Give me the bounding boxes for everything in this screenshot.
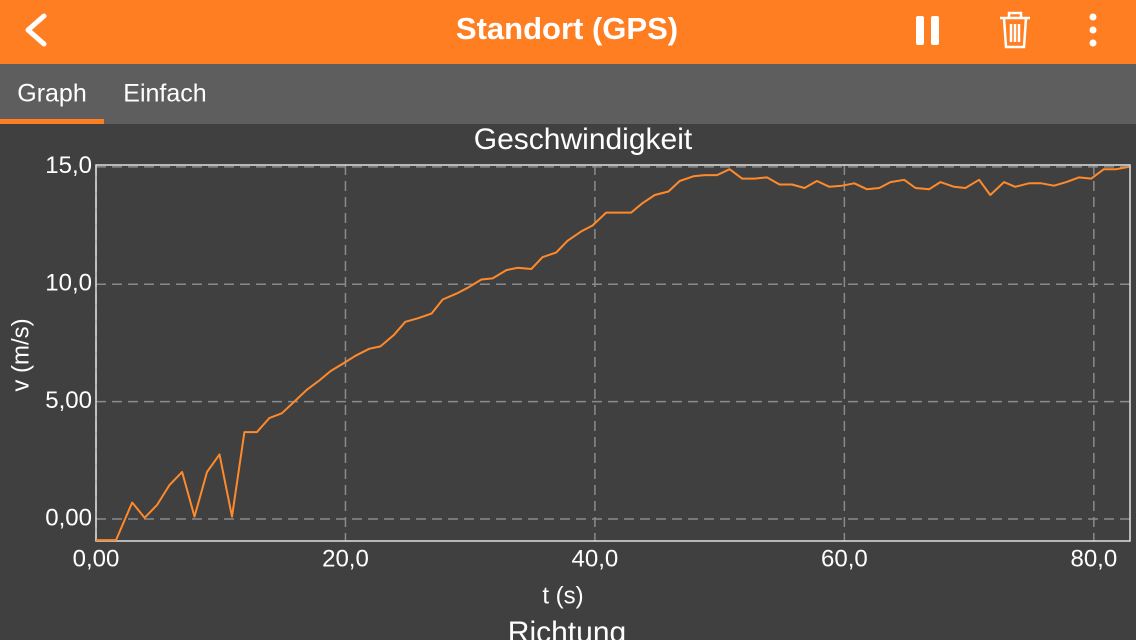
x-tick-label: 60,0 [821,545,868,572]
x-tick-label: 80,0 [1070,545,1117,572]
x-axis-label: t (s) [542,582,583,609]
plot-frame [95,164,1131,542]
tab[interactable]: Einfach [123,80,206,108]
y-axis-label: v (m/s) [7,318,34,391]
pause-button[interactable] [916,16,939,45]
menu-button[interactable] [1089,13,1097,47]
tab-bar [0,64,1136,124]
y-tick-label: 0,00 [45,504,92,531]
x-tick-label: 40,0 [572,545,619,572]
data-line [96,165,1129,542]
delete-button[interactable] [1000,11,1030,49]
app-title: Standort (GPS) [456,11,678,46]
back-button[interactable] [25,13,47,47]
app-bar [0,0,1136,64]
x-tick-label: 20,0 [322,545,369,572]
tab-indicator [0,119,104,124]
chart-title: Geschwindigkeit [474,123,693,156]
y-tick-label: 5,00 [45,387,92,414]
tab[interactable]: Graph [17,80,86,108]
y-tick-label: 15,0 [45,152,92,179]
x-tick-label: 0,00 [73,545,120,572]
next-view-title: Richtung [508,616,626,640]
y-tick-label: 10,0 [45,270,92,297]
